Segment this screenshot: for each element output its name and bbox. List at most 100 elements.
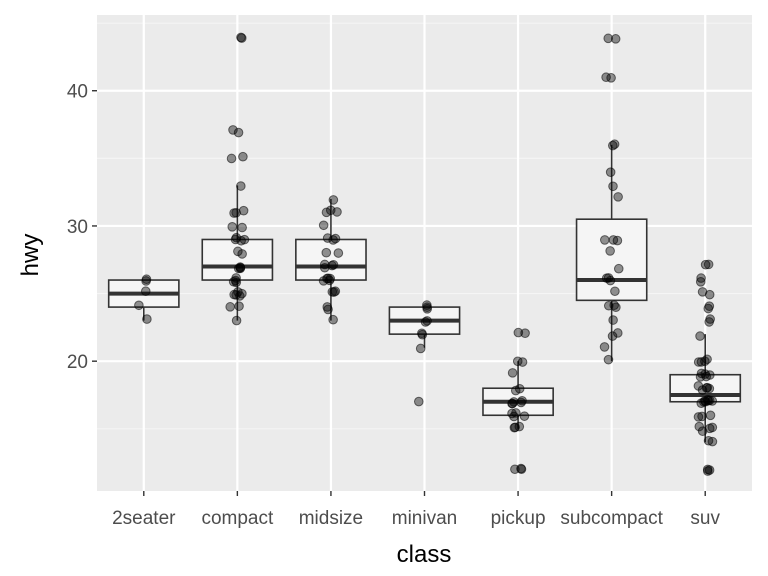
data-point	[599, 235, 610, 245]
data-point	[236, 181, 246, 191]
data-point	[610, 286, 620, 297]
data-point	[599, 342, 610, 352]
data-point	[702, 354, 712, 365]
data-point	[519, 411, 530, 421]
data-point	[509, 411, 519, 422]
data-point	[703, 395, 714, 406]
data-point	[613, 192, 623, 202]
data-point	[704, 383, 715, 394]
data-point	[605, 246, 615, 256]
y-tick-label: 20	[67, 352, 88, 373]
data-point	[333, 248, 344, 258]
data-point	[238, 151, 248, 162]
x-tick-label: midsize	[299, 508, 363, 529]
data-point	[235, 262, 246, 273]
data-point	[601, 72, 611, 83]
data-point	[238, 205, 249, 216]
data-point	[695, 331, 705, 341]
data-point	[606, 73, 616, 83]
data-point	[328, 314, 338, 325]
y-axis-ticks: 20 30 40	[67, 82, 97, 373]
data-point	[603, 273, 614, 283]
box-subcompact	[575, 218, 648, 302]
data-point	[703, 259, 714, 270]
y-tick-label: 30	[67, 217, 88, 238]
y-axis-title: hwy	[17, 234, 44, 277]
data-point	[697, 287, 708, 297]
x-tick-label: 2seater	[112, 508, 176, 529]
data-point	[319, 262, 330, 273]
data-point	[693, 412, 704, 422]
data-point	[422, 300, 432, 310]
data-point	[612, 235, 623, 246]
data-point	[517, 357, 528, 367]
jitter-points	[134, 32, 718, 476]
data-point	[507, 368, 518, 378]
data-point	[610, 34, 621, 44]
data-point	[422, 316, 432, 326]
data-point	[607, 140, 618, 151]
data-point	[226, 153, 237, 164]
data-point	[321, 207, 332, 218]
data-point	[141, 274, 152, 285]
data-point	[319, 259, 330, 270]
data-point	[236, 235, 246, 246]
box-compact	[201, 238, 274, 281]
data-point	[231, 232, 242, 243]
data-point	[608, 315, 618, 325]
data-point	[512, 356, 523, 367]
data-point	[413, 396, 424, 407]
data-point	[231, 207, 241, 218]
data-point	[233, 246, 243, 257]
data-point	[603, 33, 614, 44]
data-point	[695, 277, 706, 287]
data-point	[704, 289, 715, 300]
data-point	[613, 263, 624, 274]
data-point	[605, 167, 616, 177]
data-point	[332, 207, 342, 217]
data-point	[704, 317, 714, 327]
data-point	[705, 410, 716, 421]
data-point	[225, 302, 235, 312]
data-point	[514, 383, 525, 394]
data-point	[705, 370, 715, 380]
data-point	[233, 127, 244, 138]
data-point	[520, 328, 530, 338]
data-point	[510, 422, 520, 433]
data-point	[693, 381, 704, 391]
x-tick-label: pickup	[491, 508, 546, 529]
data-point	[328, 195, 339, 205]
data-point	[234, 301, 244, 311]
data-point	[509, 397, 519, 407]
data-point	[707, 436, 718, 447]
data-point	[318, 220, 329, 231]
data-point	[707, 422, 718, 433]
x-tick-label: minivan	[392, 508, 457, 529]
data-point	[702, 464, 713, 475]
box-midsize	[295, 238, 367, 281]
data-point	[237, 222, 247, 233]
data-point	[415, 343, 426, 354]
data-point	[422, 304, 433, 314]
data-point	[696, 273, 706, 283]
data-point	[700, 259, 711, 270]
data-point	[228, 276, 239, 287]
data-point	[322, 233, 333, 243]
data-point	[696, 357, 707, 367]
data-point	[603, 354, 614, 365]
data-point	[603, 300, 614, 311]
data-point	[322, 302, 333, 312]
data-point	[612, 328, 623, 338]
data-point	[516, 463, 526, 474]
data-point	[142, 314, 152, 324]
data-point	[233, 287, 243, 297]
data-point	[516, 397, 526, 408]
y-tick-label: 40	[67, 82, 88, 103]
data-point	[140, 286, 151, 297]
data-point	[231, 315, 242, 326]
data-point	[327, 260, 337, 271]
data-point	[607, 331, 618, 341]
x-tick-label: compact	[201, 508, 274, 529]
data-point	[228, 125, 238, 135]
